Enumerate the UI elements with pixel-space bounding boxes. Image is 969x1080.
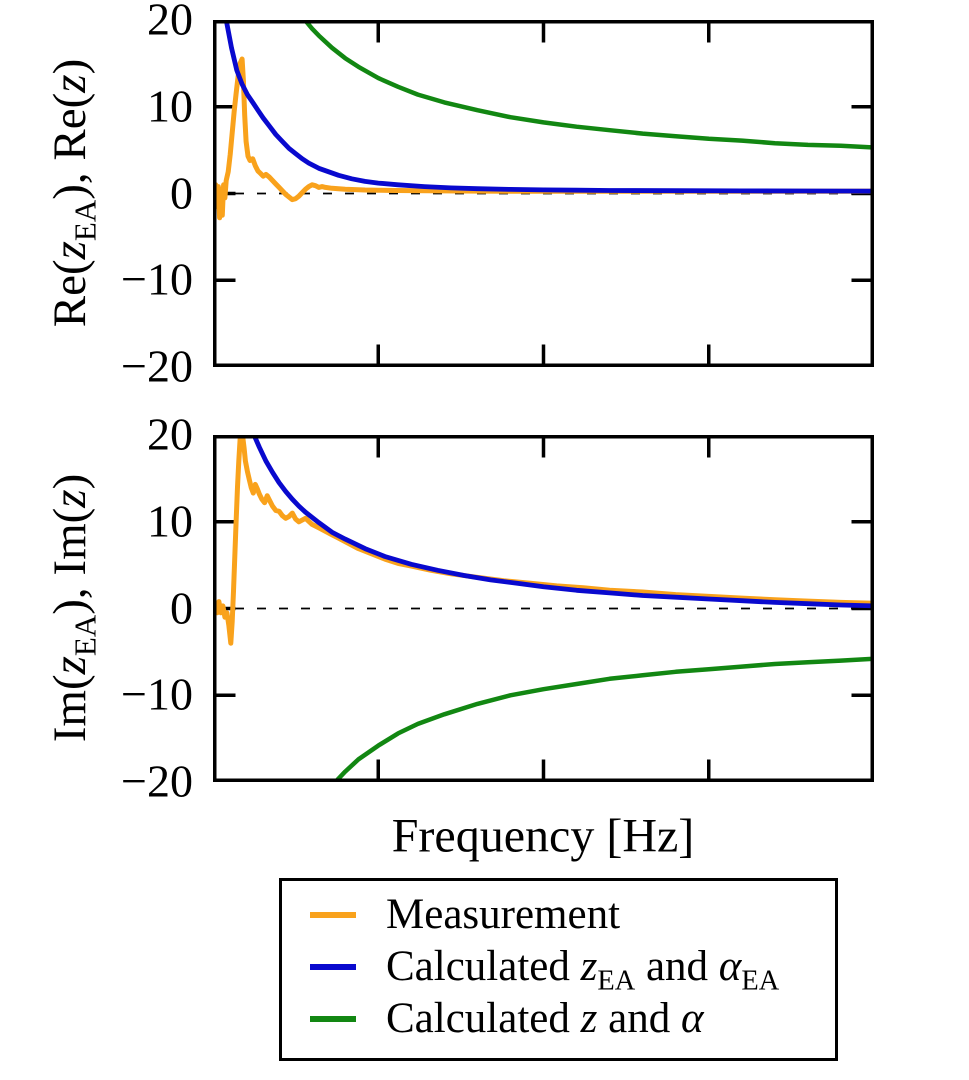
x-axis-label: Frequency [Hz]	[391, 809, 695, 863]
series-calculated-zea	[223, 20, 874, 194]
y-tick-label: 10	[147, 495, 193, 547]
legend-label: Measurement	[386, 891, 621, 938]
y-tick-label: −20	[121, 340, 193, 392]
y-tick-label: 0	[170, 581, 193, 633]
y-tick-label: −20	[121, 755, 193, 807]
legend-entry-measurement: Measurement	[310, 889, 835, 941]
legend-box: Measurement Calculated zEA and αEA Calcula…	[279, 878, 838, 1061]
subplot-im	[213, 435, 874, 782]
axes-frame	[213, 20, 874, 367]
legend-label: Calculated z and α	[386, 995, 704, 1042]
legend-label: Calculated zEA and αEA	[386, 943, 780, 997]
legend-entry-calculated-z: Calculated z and α	[310, 993, 835, 1045]
legend-swatch-calculated-z	[310, 1016, 356, 1022]
series-calculated-z	[303, 20, 874, 150]
legend-entry-calculated-zea: Calculated zEA and αEA	[310, 941, 835, 997]
y-tick-label: 20	[147, 408, 193, 460]
y-tick-label: 10	[147, 80, 193, 132]
legend-swatch-measurement	[310, 912, 356, 918]
axes-frame	[213, 435, 874, 782]
series-calculated-zea	[251, 435, 874, 609]
y-tick-label: 20	[147, 0, 193, 45]
series-calculated-z	[333, 656, 874, 782]
series-measurement	[213, 435, 874, 646]
y-tick-label: −10	[121, 253, 193, 305]
y-tick-label: 0	[170, 166, 193, 218]
y-tick-label: −10	[121, 668, 193, 720]
subplot-re	[213, 20, 874, 367]
legend-swatch-calculated-zea	[310, 964, 356, 970]
